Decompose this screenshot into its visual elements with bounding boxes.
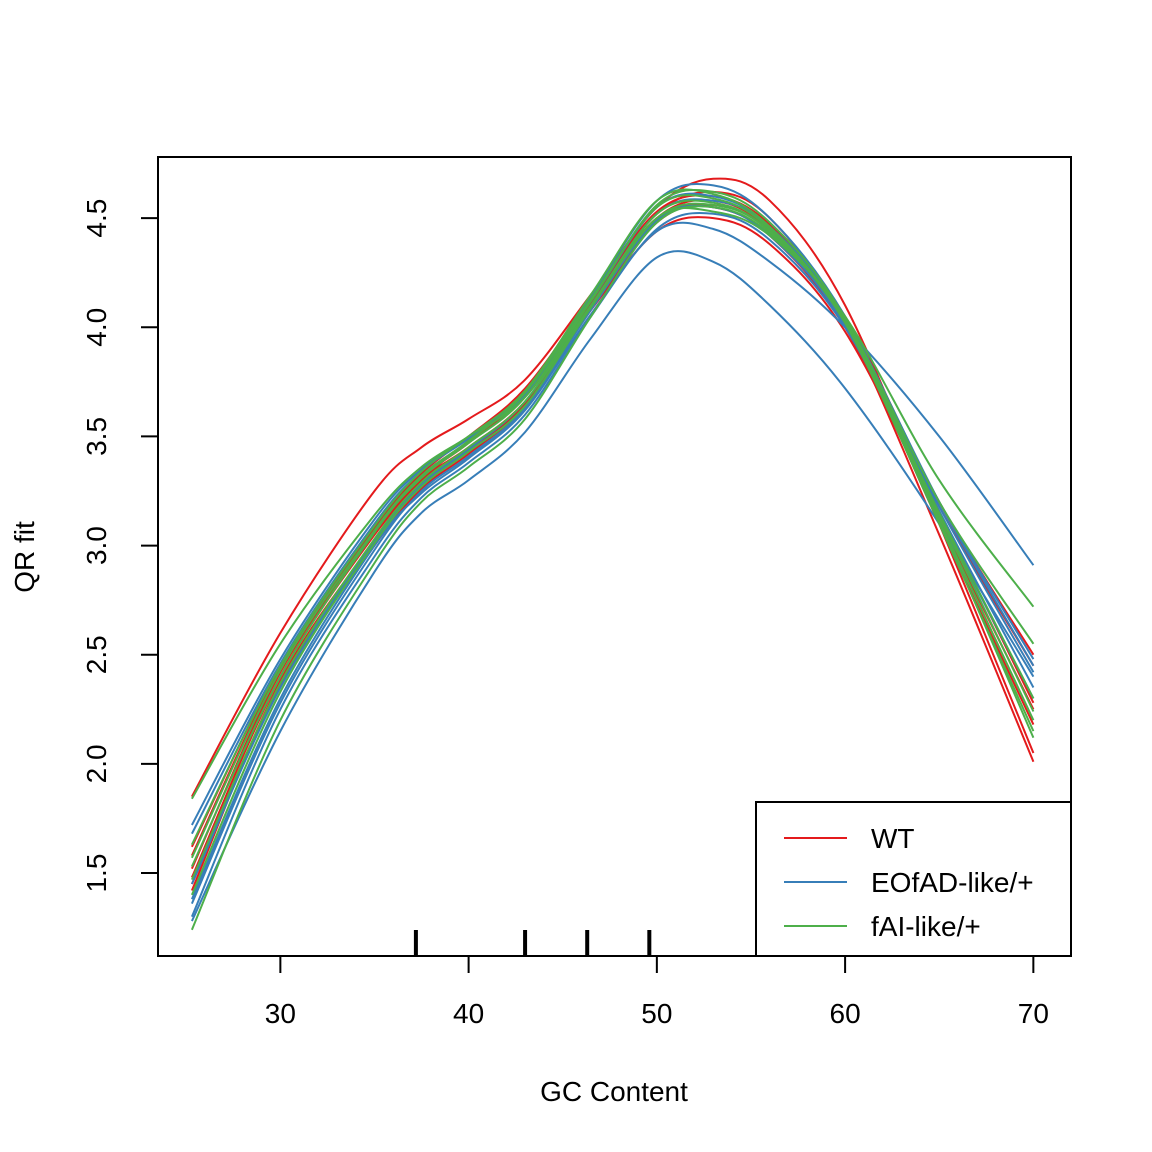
legend-label-3: fAI-like/+ xyxy=(871,911,981,942)
series-line-20 xyxy=(190,199,1035,881)
series-line-14 xyxy=(190,204,1035,905)
y-axis-title: QR fit xyxy=(9,521,40,593)
series-line-6 xyxy=(190,204,1035,870)
legend-box xyxy=(755,801,1072,957)
y-tick-label-1.5: 1.5 xyxy=(81,854,112,893)
x-axis: 30 40 50 60 70 xyxy=(265,955,1049,1029)
x-tick-label-50: 50 xyxy=(641,998,672,1029)
series-line-15 xyxy=(191,206,1035,800)
series-line-13 xyxy=(190,198,1035,885)
series-line-9 xyxy=(190,221,1035,900)
y-tick-label-3: 3.0 xyxy=(81,526,112,565)
x-axis-title: GC Content xyxy=(540,1076,688,1107)
legend: WT EOfAD-like/+ fAI-like/+ xyxy=(755,801,1072,957)
y-axis: 1.5 2.0 2.5 3.0 3.5 4.0 4.5 xyxy=(81,199,159,893)
legend-label-2: EOfAD-like/+ xyxy=(871,867,1034,898)
legend-entries: WT EOfAD-like/+ fAI-like/+ xyxy=(784,823,1034,942)
series-line-11 xyxy=(191,192,1035,835)
series-line-8 xyxy=(190,250,1035,922)
x-tick-label-40: 40 xyxy=(453,998,484,1029)
series-line-2 xyxy=(191,190,1035,848)
x-tick-label-70: 70 xyxy=(1018,998,1049,1029)
series-line-21 xyxy=(190,194,1035,859)
y-tick-label-4.5: 4.5 xyxy=(81,199,112,238)
series-line-3 xyxy=(190,216,1035,878)
y-tick-label-2: 2.0 xyxy=(81,744,112,783)
x-tick-label-30: 30 xyxy=(265,998,296,1029)
series-line-17 xyxy=(190,188,1035,867)
series-layer xyxy=(190,177,1035,931)
series-line-4 xyxy=(190,199,1035,891)
series-line-7 xyxy=(190,194,1035,857)
series-line-16 xyxy=(190,205,1035,931)
series-line-18 xyxy=(191,188,1035,846)
legend-label-1: WT xyxy=(871,823,915,854)
y-tick-label-2.5: 2.5 xyxy=(81,635,112,674)
x-tick-label-60: 60 xyxy=(830,998,861,1029)
y-tick-label-4: 4.0 xyxy=(81,308,112,347)
rug-layer xyxy=(413,930,652,956)
y-tick-label-3.5: 3.5 xyxy=(81,417,112,456)
